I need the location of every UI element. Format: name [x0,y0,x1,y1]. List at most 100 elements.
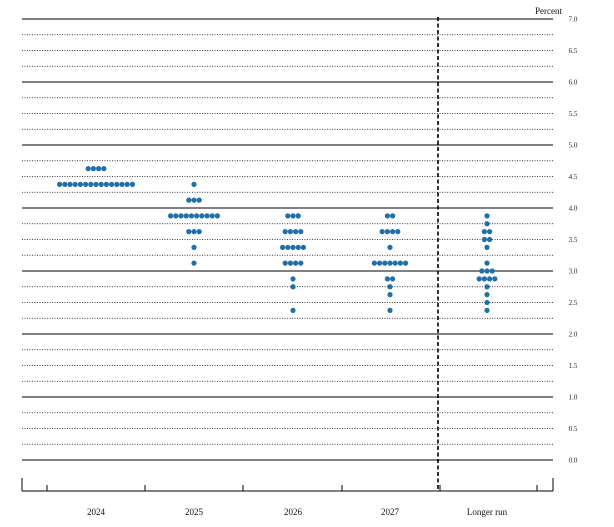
dot-point [397,260,403,266]
dot-point [293,260,299,266]
dot-point [188,213,194,219]
dot-point [186,197,192,203]
dot-point [298,260,304,266]
dot-point [492,276,498,282]
dot-point [114,181,120,187]
dot-point [285,213,291,219]
dot-point [88,181,94,187]
dot-point [377,260,383,266]
dot-point [487,229,493,235]
dot-point [83,181,89,187]
dot-point [298,229,304,235]
x-category-label: 2027 [381,507,400,517]
dot-point [484,284,490,290]
dot-point [290,276,296,282]
dot-point [103,181,109,187]
dot-point [282,260,288,266]
y-tick-label: 4.0 [569,205,578,213]
dot-point [484,299,490,306]
dot-point [392,260,398,266]
dot-point [395,229,401,235]
dot-point [484,221,490,227]
dot-point [282,229,288,235]
y-tick-label: 4.5 [569,173,578,181]
dot-point [384,213,390,219]
dot-point [96,166,102,172]
dot-point [403,260,409,266]
x-category-label: 2024 [87,507,106,517]
dot-point [109,181,115,187]
grid-lines [22,18,553,461]
dot-point [387,284,393,290]
dot-point [196,197,202,203]
dot-point [390,213,396,219]
y-axis-unit-label: Percent [535,6,562,16]
dot-point [481,236,487,243]
dot-point [387,244,393,250]
dot-point [204,213,210,219]
dot-point [199,213,205,219]
y-tick-label: 0.0 [569,457,578,465]
dot-point [390,276,396,282]
dot-point [214,213,220,219]
dot-point [90,166,96,172]
dot-point [484,260,490,266]
dot-point [191,260,197,266]
dot-point [390,229,396,235]
dot-point [285,244,291,250]
y-tick-label: 7.0 [569,16,578,24]
dot-point [476,276,482,282]
dot-point [293,229,299,235]
x-category-label: Longer run [467,507,508,517]
data-points [57,166,498,313]
dot-point [191,181,197,187]
y-tick-label: 5.0 [569,142,578,150]
dot-point [57,181,63,187]
dot-point [484,244,490,250]
y-tick-label: 5.5 [569,110,578,118]
dot-point [484,213,490,219]
dot-point [280,244,286,250]
dot-point [300,244,306,250]
dot-point [191,244,197,250]
dot-point [384,276,390,282]
y-axis: 0.0 0.5 1.0 1.5 2.0 2.5 3.0 3.5 4.0 4.5 5.0 5.5 6.0 6… [569,16,578,465]
dot-point [85,166,91,172]
dot-point [387,292,393,298]
dot-point [371,260,377,266]
dot-point [119,181,125,187]
dot-point [290,244,296,250]
dot-point [287,229,293,235]
dot-point [178,213,184,219]
dot-point [101,166,107,172]
dot-point [290,307,296,313]
dot-point [191,197,197,203]
y-tick-label: 2.5 [569,299,578,307]
dot-point [487,236,493,243]
y-tick-label: 1.0 [569,394,578,402]
y-tick-label: 3.0 [569,268,578,276]
x-category-label: 2026 [284,507,303,517]
dot-point [209,213,215,219]
dot-point [489,268,495,274]
dot-point [124,181,130,187]
dot-point [290,213,296,219]
dot-point [287,260,293,266]
dot-point [387,307,393,313]
dot-point [98,181,104,187]
y-tick-label: 2.0 [569,331,578,339]
dot-point [481,276,487,282]
dot-point [194,213,200,219]
x-axis: 2024 2025 2026 2027 Longer run [21,17,554,517]
y-tick-label: 1.5 [569,362,578,370]
y-tick-label: 6.0 [569,79,578,87]
dot-point [384,229,390,235]
dot-point [129,181,135,187]
dot-point [93,181,99,187]
dot-point [484,307,490,313]
dot-point [183,213,189,219]
x-category-label: 2025 [185,507,204,517]
dot-point [387,260,393,266]
dot-point [191,229,197,235]
